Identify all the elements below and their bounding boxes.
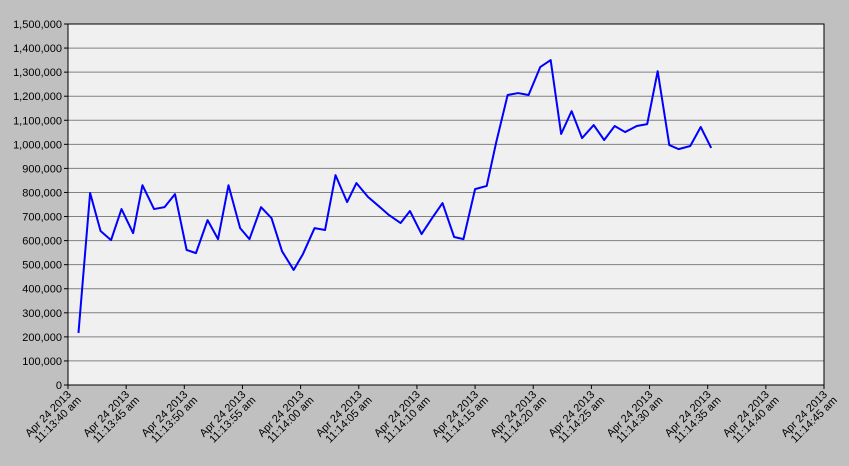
y-tick-label: 600,000 — [22, 236, 62, 248]
y-tick-label: 1,100,000 — [13, 115, 62, 127]
y-tick-label: 1,300,000 — [13, 67, 62, 79]
x-tick-label: Apr 24 2013 11:14:10 am — [372, 387, 433, 448]
x-tick-label: Apr 24 2013 11:13:50 am — [139, 387, 200, 448]
plot-area — [68, 24, 824, 385]
y-tick-label: 100,000 — [22, 356, 62, 368]
x-tick-label: Apr 24 2013 11:13:55 am — [198, 387, 259, 448]
y-tick-label: 400,000 — [22, 284, 62, 296]
x-tick-label: Apr 24 2013 11:14:20 am — [488, 387, 549, 448]
y-tick-label: 1,400,000 — [13, 43, 62, 55]
x-tick-label: Apr 24 2013 11:13:40 am — [23, 387, 84, 448]
y-tick-label: 1,000,000 — [13, 139, 62, 151]
x-tick-label: Apr 24 2013 11:14:25 am — [546, 387, 607, 448]
y-tick-label: 1,500,000 — [13, 19, 62, 31]
y-tick-label: 0 — [56, 380, 62, 392]
x-tick-label: Apr 24 2013 11:14:05 am — [314, 387, 375, 448]
y-tick-label: 1,200,000 — [13, 91, 62, 103]
y-tick-label: 200,000 — [22, 332, 62, 344]
y-tick-label: 500,000 — [22, 260, 62, 272]
y-tick-label: 800,000 — [22, 187, 62, 199]
x-tick-label: Apr 24 2013 11:13:45 am — [81, 387, 142, 448]
x-tick-label: Apr 24 2013 11:14:30 am — [605, 387, 666, 448]
x-tick-label: Apr 24 2013 11:14:35 am — [663, 387, 724, 448]
x-tick-label: Apr 24 2013 11:14:00 am — [256, 387, 317, 448]
x-tick-label: Apr 24 2013 11:14:15 am — [430, 387, 491, 448]
x-tick-label: Apr 24 2013 11:14:45 am — [779, 387, 840, 448]
data-line — [77, 59, 713, 334]
x-tick-label: Apr 24 2013 11:14:40 am — [721, 387, 782, 448]
y-tick-label: 700,000 — [22, 212, 62, 224]
y-tick-label: 300,000 — [22, 308, 62, 320]
y-tick-label: 900,000 — [22, 163, 62, 175]
plot-border — [67, 23, 825, 386]
